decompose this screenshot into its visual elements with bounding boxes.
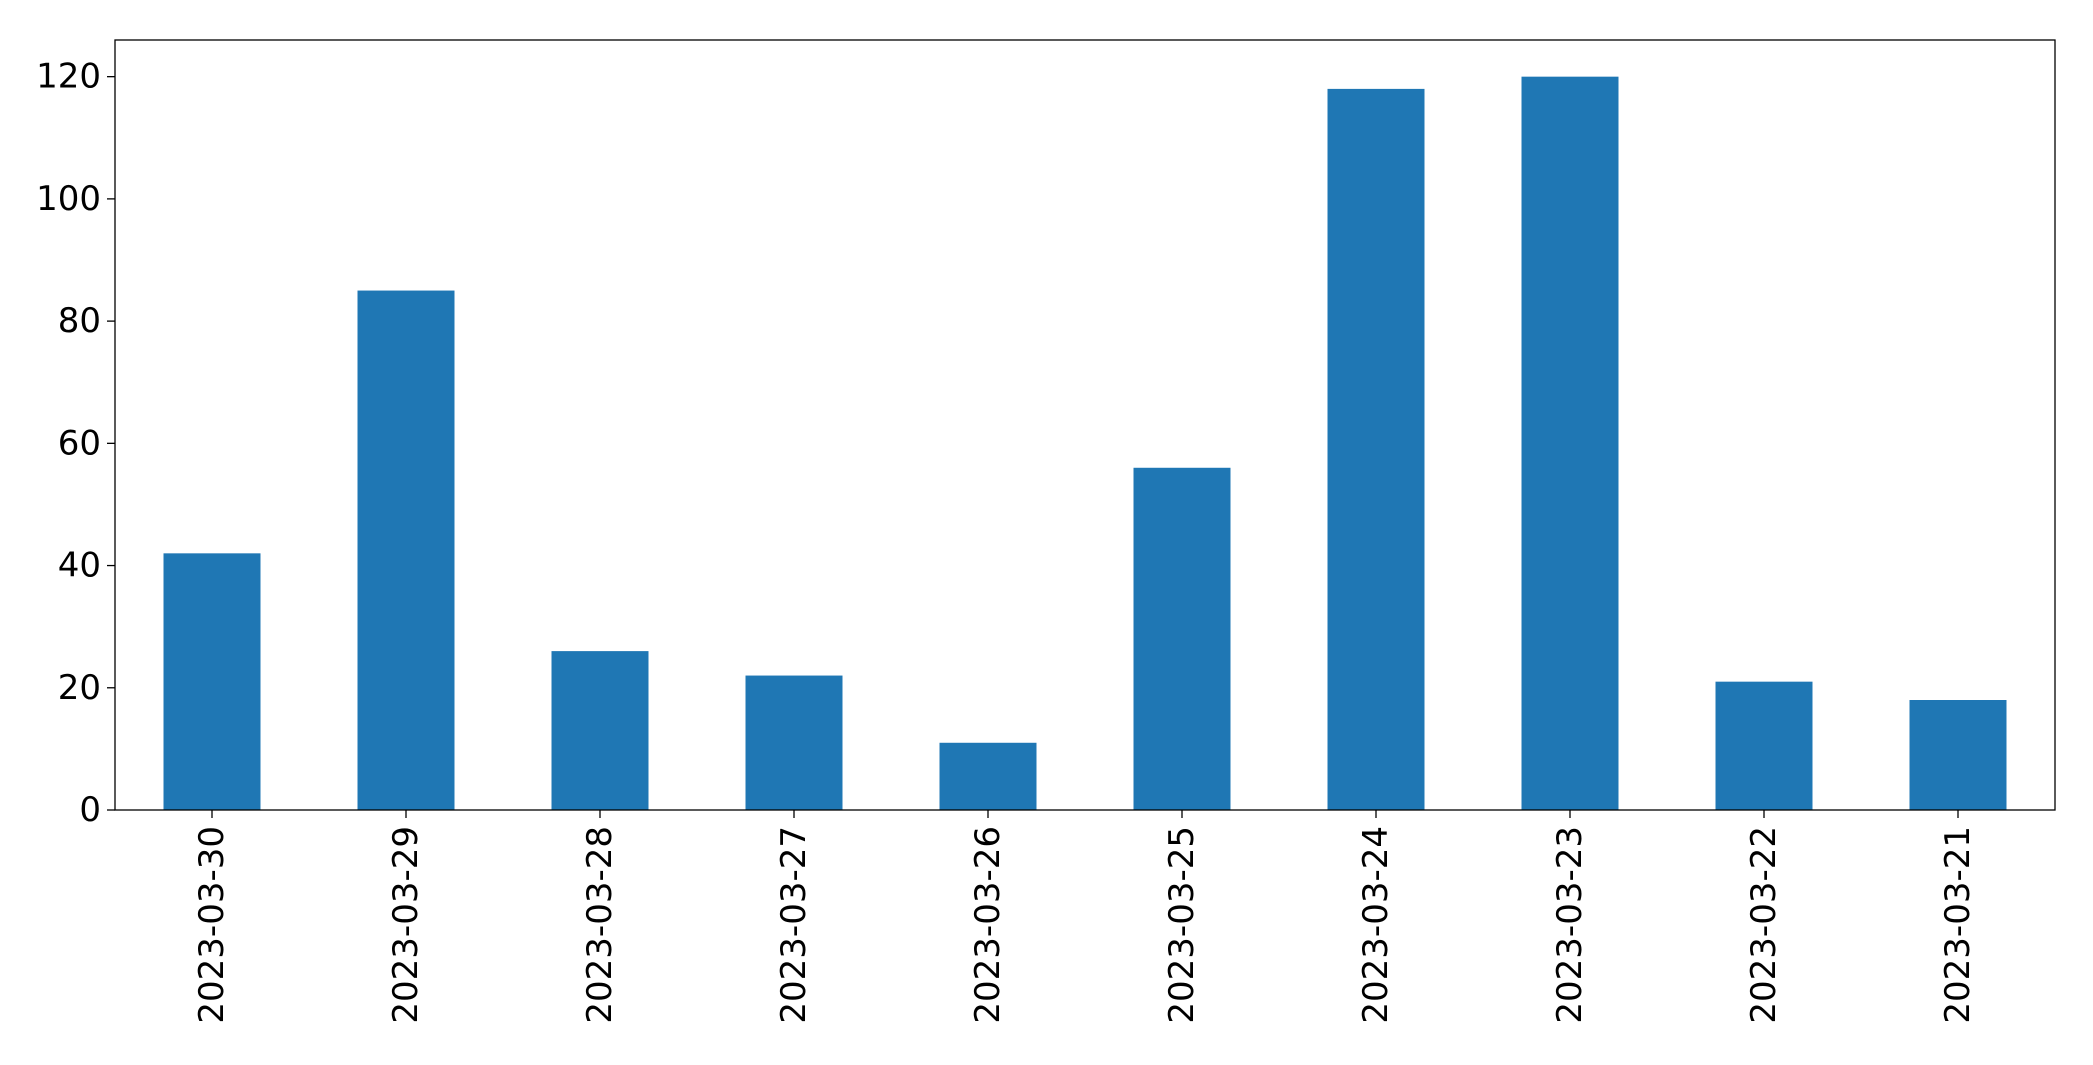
bar-2023-03-29 [357,290,455,810]
x-tick-label: 2023-03-23 [1550,826,1590,1024]
x-tick-label: 2023-03-25 [1162,826,1202,1024]
y-tick-label: 100 [36,179,101,219]
x-tick-label: 2023-03-26 [968,826,1008,1024]
y-tick-label: 0 [79,790,101,830]
x-tick-label: 2023-03-28 [580,826,620,1024]
bar-2023-03-23 [1521,76,1619,810]
plot-frame [114,39,2056,811]
x-tick-label: 2023-03-21 [1938,826,1978,1024]
x-tick-label: 2023-03-30 [192,826,232,1024]
y-tick-label: 40 [58,546,101,586]
bar-2023-03-26 [939,742,1037,810]
bar-2023-03-25 [1133,467,1231,810]
bars-layer [163,76,2007,810]
x-tick-label: 2023-03-27 [774,826,814,1024]
bar-2023-03-22 [1715,681,1813,810]
y-tick-label: 20 [58,668,101,708]
x-tick-label: 2023-03-29 [386,826,426,1024]
y-tick-label: 80 [58,301,101,341]
bar-2023-03-27 [745,675,843,810]
y-tick-label: 120 [36,57,101,97]
x-tick-label: 2023-03-22 [1744,826,1784,1024]
bar-2023-03-30 [163,553,261,810]
y-axis: 0 20 40 60 80 100 120 [36,57,115,830]
bar-2023-03-24 [1327,88,1425,810]
x-tick-label: 2023-03-24 [1356,826,1396,1024]
bar-2023-03-28 [551,651,649,810]
x-axis: 2023-03-30 2023-03-29 2023-03-28 2023-03-27… [192,810,1978,1024]
bar-2023-03-21 [1909,700,2007,810]
y-tick-label: 60 [58,423,101,463]
